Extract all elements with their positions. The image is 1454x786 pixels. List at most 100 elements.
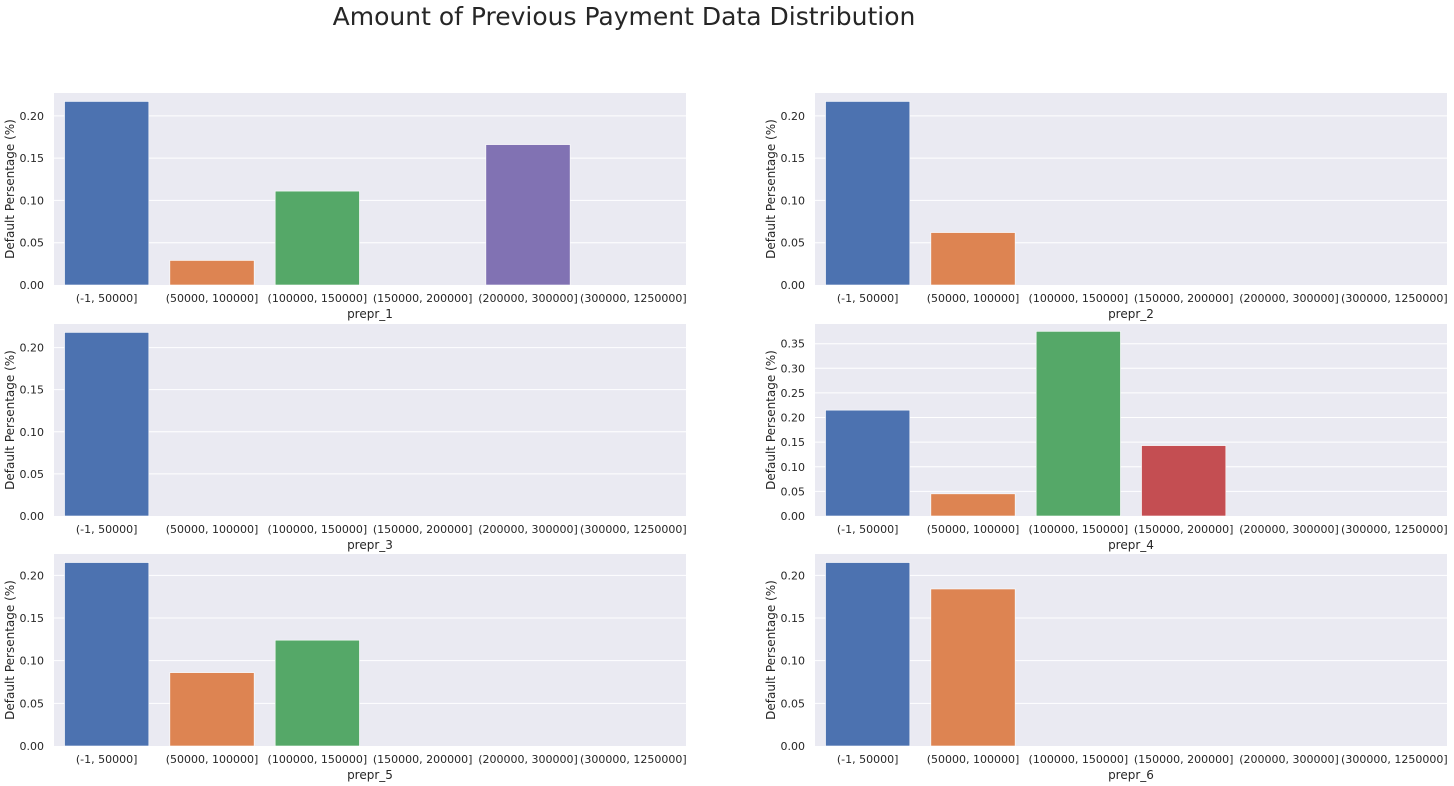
y-tick-label: 0.00 xyxy=(781,510,806,523)
x-tick-label: (-1, 50000] xyxy=(837,753,899,766)
bar-2 xyxy=(169,260,255,286)
plot-area xyxy=(815,324,1447,516)
x-tick-label: (150000, 200000] xyxy=(373,292,473,305)
bar-4 xyxy=(1141,445,1227,517)
x-tick-label: (300000, 1250000] xyxy=(1341,753,1448,766)
x-tick-label: (100000, 150000] xyxy=(268,753,368,766)
x-tick-label: (200000, 300000] xyxy=(1239,292,1339,305)
plot-area xyxy=(54,93,686,285)
y-tick-label: 0.20 xyxy=(20,110,45,123)
y-tick-label: 0.05 xyxy=(20,237,45,250)
figure-title: Amount of Previous Payment Data Distribu… xyxy=(333,2,916,31)
x-tick-label: (50000, 100000] xyxy=(927,292,1020,305)
bar-3 xyxy=(274,639,360,747)
x-tick-label: (50000, 100000] xyxy=(166,523,259,536)
y-tick-label: 0.15 xyxy=(20,152,45,165)
x-tick-label: (100000, 150000] xyxy=(1029,292,1129,305)
y-axis-label: Default Persentage (%) xyxy=(3,119,17,259)
x-tick-label: (-1, 50000] xyxy=(837,523,899,536)
bar-1 xyxy=(825,101,911,286)
bar-2 xyxy=(169,672,255,747)
subplot-1: 0.00 0.05 0.10 0.15 0.20 (-1, 50000] (50000, 1… xyxy=(3,93,687,321)
x-tick-label: (-1, 50000] xyxy=(76,753,138,766)
subplot-5: 0.00 0.05 0.10 0.15 0.20 (-1, 50000] (50000, 1… xyxy=(3,554,687,782)
bar-1 xyxy=(64,101,150,286)
x-tick-label: (-1, 50000] xyxy=(76,523,138,536)
y-axis-label: Default Persentage (%) xyxy=(764,350,778,490)
bar-1 xyxy=(64,562,150,747)
plot-area xyxy=(54,554,686,746)
bar-2 xyxy=(930,493,1016,517)
x-tick-label: (200000, 300000] xyxy=(478,292,578,305)
y-tick-label: 0.10 xyxy=(781,655,806,668)
y-tick-label: 0.20 xyxy=(781,412,806,425)
x-axis-label: prepr_4 xyxy=(1108,538,1154,552)
x-tick-label: (50000, 100000] xyxy=(927,753,1020,766)
x-tick-label: (150000, 200000] xyxy=(373,523,473,536)
x-axis-label: prepr_2 xyxy=(1108,307,1154,321)
plot-area xyxy=(815,93,1447,285)
x-tick-label: (150000, 200000] xyxy=(373,753,473,766)
y-tick-label: 0.15 xyxy=(20,612,45,625)
x-tick-label: (200000, 300000] xyxy=(478,753,578,766)
y-tick-label: 0.10 xyxy=(781,461,806,474)
x-tick-label: (300000, 1250000] xyxy=(580,753,687,766)
y-axis-label: Default Persentage (%) xyxy=(3,350,17,490)
x-tick-label: (150000, 200000] xyxy=(1134,753,1234,766)
y-tick-label: 0.10 xyxy=(20,655,45,668)
y-tick-label: 0.00 xyxy=(20,279,45,292)
x-tick-label: (150000, 200000] xyxy=(1134,523,1234,536)
x-tick-label: (50000, 100000] xyxy=(927,523,1020,536)
x-tick-label: (300000, 1250000] xyxy=(1341,523,1448,536)
y-tick-label: 0.00 xyxy=(781,740,806,753)
x-tick-label: (-1, 50000] xyxy=(837,292,899,305)
subplot-4: 0.00 0.05 0.10 0.15 0.20 0.25 0.30 0.35 (-1, 500… xyxy=(764,324,1448,552)
y-tick-label: 0.10 xyxy=(20,194,45,207)
y-tick-label: 0.05 xyxy=(20,697,45,710)
y-tick-label: 0.05 xyxy=(781,237,806,250)
bar-1 xyxy=(64,332,150,517)
bar-1 xyxy=(825,409,911,517)
plot-area xyxy=(54,324,686,516)
y-tick-label: 0.25 xyxy=(781,387,806,400)
y-tick-label: 0.30 xyxy=(781,362,806,375)
y-tick-label: 0.15 xyxy=(20,384,45,397)
x-tick-label: (-1, 50000] xyxy=(76,292,138,305)
bar-2 xyxy=(930,588,1016,747)
x-tick-label: (200000, 300000] xyxy=(1239,523,1339,536)
plot-area xyxy=(815,554,1447,746)
y-tick-label: 0.35 xyxy=(781,338,806,351)
y-tick-label: 0.15 xyxy=(781,152,806,165)
y-tick-label: 0.00 xyxy=(20,510,45,523)
subplot-3: 0.00 0.05 0.10 0.15 0.20 (-1, 50000] (50000, 1… xyxy=(3,324,687,552)
x-axis-label: prepr_5 xyxy=(347,768,393,782)
y-tick-label: 0.10 xyxy=(20,426,45,439)
bar-3 xyxy=(1035,331,1121,517)
y-tick-label: 0.15 xyxy=(781,612,806,625)
y-tick-label: 0.20 xyxy=(20,342,45,355)
y-tick-label: 0.15 xyxy=(781,436,806,449)
x-tick-label: (200000, 300000] xyxy=(1239,753,1339,766)
x-axis-label: prepr_1 xyxy=(347,307,393,321)
y-tick-label: 0.00 xyxy=(20,740,45,753)
x-tick-label: (300000, 1250000] xyxy=(580,292,687,305)
y-tick-label: 0.10 xyxy=(781,194,806,207)
x-tick-label: (100000, 150000] xyxy=(1029,523,1129,536)
y-tick-label: 0.00 xyxy=(781,279,806,292)
y-tick-label: 0.20 xyxy=(20,569,45,582)
x-tick-label: (50000, 100000] xyxy=(166,753,259,766)
bar-5 xyxy=(485,144,571,286)
subplot-6: 0.00 0.05 0.10 0.15 0.20 (-1, 50000] (50000, 1… xyxy=(764,554,1448,782)
x-tick-label: (150000, 200000] xyxy=(1134,292,1234,305)
x-tick-label: (50000, 100000] xyxy=(166,292,259,305)
x-tick-label: (200000, 300000] xyxy=(478,523,578,536)
x-tick-label: (300000, 1250000] xyxy=(1341,292,1448,305)
bar-1 xyxy=(825,562,911,747)
y-axis-label: Default Persentage (%) xyxy=(764,119,778,259)
y-tick-label: 0.20 xyxy=(781,569,806,582)
bar-2 xyxy=(930,232,1016,286)
y-tick-label: 0.20 xyxy=(781,110,806,123)
x-tick-label: (100000, 150000] xyxy=(268,292,368,305)
bar-3 xyxy=(274,190,360,286)
